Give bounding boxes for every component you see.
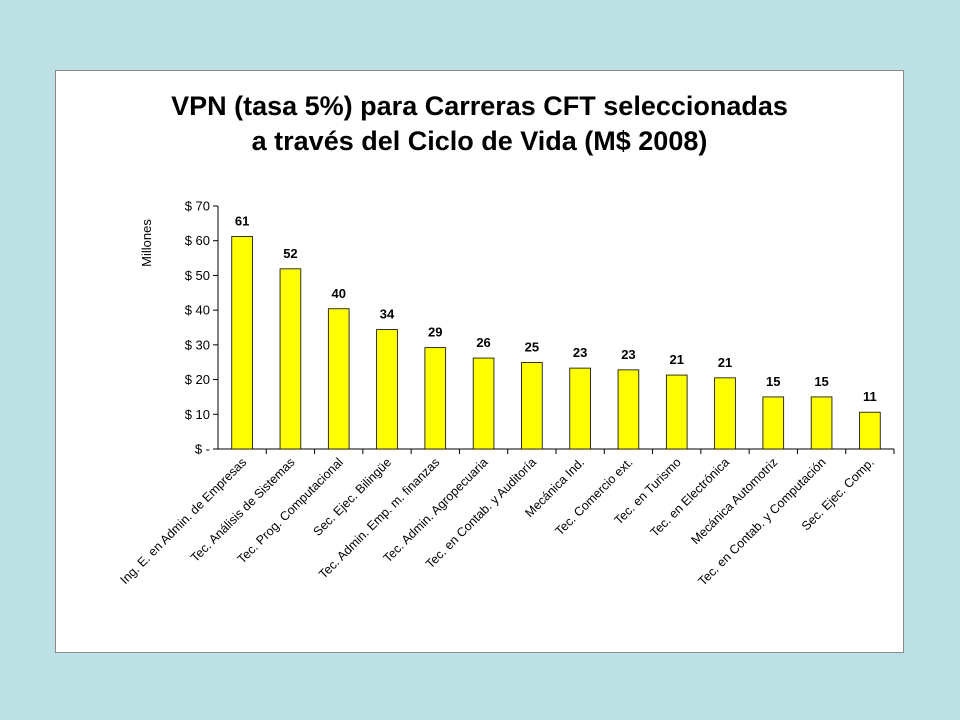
y-tick-label: $ 20 <box>185 372 210 387</box>
bar <box>424 347 447 450</box>
data-label: 34 <box>380 307 395 322</box>
bar <box>231 236 253 450</box>
y-tick-label: $ 40 <box>185 303 210 318</box>
bar <box>279 268 302 450</box>
data-label: 21 <box>669 352 683 367</box>
bar <box>762 396 785 450</box>
bar <box>859 411 881 450</box>
bar <box>714 377 736 450</box>
bar <box>665 374 688 450</box>
y-tick-label: $ 30 <box>185 337 210 352</box>
bar <box>521 362 543 450</box>
chart-title-line-1: VPN (tasa 5%) para Carreras CFT seleccio… <box>171 91 788 121</box>
y-tick-label: $ 10 <box>185 407 210 422</box>
data-label: 61 <box>235 214 249 229</box>
y-tick-label: $ - <box>195 442 210 457</box>
bar <box>472 357 495 450</box>
data-label: 40 <box>331 286 345 301</box>
bar <box>376 329 398 450</box>
data-label: 52 <box>283 246 297 261</box>
bar <box>327 308 350 450</box>
chart-frame: VPN (tasa 5%) para Carreras CFT seleccio… <box>55 70 904 653</box>
bar <box>569 367 591 450</box>
data-label: 23 <box>621 347 635 362</box>
y-tick-label: $ 70 <box>185 199 210 214</box>
bar <box>810 396 833 450</box>
bar-chart: Millones $ - $ 10 $ 20 $ 30 $ 40 $ 50 $ 60 $ 70… <box>118 199 895 588</box>
y-axis-title: Millones <box>139 219 154 267</box>
data-label: 23 <box>573 345 587 360</box>
category-label: Mecánica Automotriz <box>688 455 780 547</box>
data-label: 15 <box>814 374 828 389</box>
bar <box>617 369 640 450</box>
chart-title-line-2: a través del Ciclo de Vida (M$ 2008) <box>251 126 708 156</box>
y-tick-label: $ 50 <box>185 268 210 283</box>
data-label: 26 <box>476 335 490 350</box>
y-tick-label: $ 60 <box>185 233 210 248</box>
data-label: 15 <box>766 374 780 389</box>
data-label: 21 <box>718 355 732 370</box>
data-label: 11 <box>863 389 877 404</box>
data-label: 29 <box>428 325 442 340</box>
data-label: 25 <box>525 340 539 355</box>
chart-title: VPN (tasa 5%) para Carreras CFT seleccio… <box>56 89 903 159</box>
